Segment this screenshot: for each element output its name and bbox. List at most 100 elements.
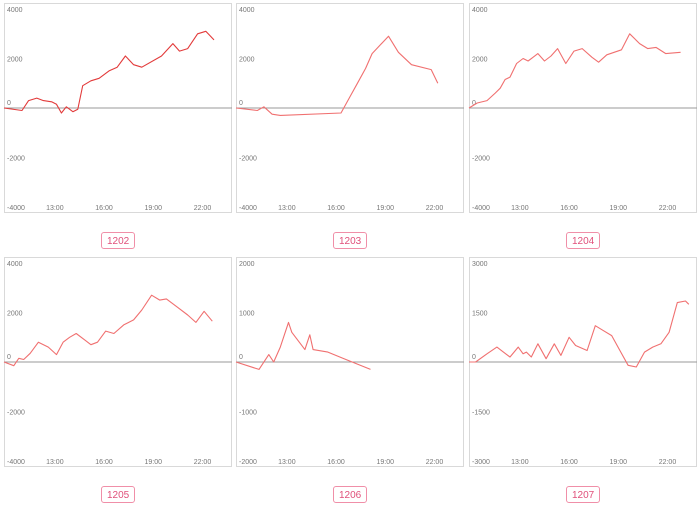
data-point: [398, 52, 399, 53]
x-tick-label: 16:00: [560, 459, 578, 466]
series-line-1206: [235, 321, 371, 370]
y-tick-label: 4000: [472, 7, 488, 14]
series-label-button[interactable]: 1206: [333, 486, 368, 503]
data-point: [477, 102, 478, 103]
series-line-1203: [235, 35, 439, 116]
y-tick-label: -1000: [239, 410, 257, 417]
data-point: [575, 345, 576, 346]
data-point: [660, 343, 661, 344]
x-tick-label: 22:00: [659, 459, 677, 466]
data-point: [123, 324, 124, 325]
y-tick-label: 0: [239, 354, 243, 361]
x-tick-label: 19:00: [377, 205, 395, 212]
y-tick-label: 4000: [239, 7, 255, 14]
data-point: [187, 314, 188, 315]
data-point: [166, 298, 167, 299]
x-tick-label: 19:00: [610, 205, 628, 212]
y-tick-label: 2000: [7, 57, 23, 64]
x-tick-label: 16:00: [95, 205, 113, 212]
data-point: [268, 354, 269, 355]
data-point: [23, 359, 24, 360]
series-label-button[interactable]: 1203: [333, 232, 368, 249]
data-point: [99, 78, 100, 79]
x-tick-label: 22:00: [426, 205, 444, 212]
data-point: [475, 361, 476, 362]
chart-panel-1203: 4000 2000 0 -2000 -4000 13:00 16:00 19:00 22:00: [235, 3, 464, 213]
chart-panel-1205: 4000 2000 0 -2000 -4000 13:00 16:00 19:00 22:00: [3, 257, 232, 467]
data-point: [565, 63, 566, 64]
data-point: [133, 319, 134, 320]
data-point: [90, 344, 91, 345]
data-point: [177, 307, 178, 308]
data-point: [557, 48, 558, 49]
data-point: [159, 300, 160, 301]
series-label-button[interactable]: 1202: [101, 232, 136, 249]
data-point: [495, 93, 496, 94]
data-point: [327, 352, 328, 353]
data-point: [349, 98, 350, 99]
data-point: [304, 349, 305, 350]
x-tick-label: 16:00: [327, 459, 345, 466]
data-point: [531, 356, 532, 357]
y-tick-label: 2000: [7, 311, 23, 318]
y-tick-label: -3000: [472, 459, 490, 466]
data-point: [51, 101, 52, 102]
series-label-button[interactable]: 1207: [566, 486, 601, 503]
data-point: [38, 342, 39, 343]
data-point: [621, 49, 622, 50]
data-point: [685, 300, 686, 301]
y-tick-label: -4000: [472, 205, 490, 212]
y-tick-label: 0: [239, 100, 243, 107]
data-point: [263, 106, 264, 107]
data-point: [212, 321, 213, 322]
series-label-button[interactable]: 1205: [101, 486, 136, 503]
chart-svg-1203: 4000 2000 0 -2000 -4000 13:00 16:00 19:00 22:00: [235, 3, 464, 213]
data-point: [639, 43, 640, 44]
x-tick-label: 13:00: [46, 459, 64, 466]
y-tick-label: 4000: [7, 7, 23, 14]
y-tick-label: -2000: [7, 410, 25, 417]
data-point: [496, 347, 497, 348]
x-tick-label: 16:00: [95, 459, 113, 466]
data-point: [437, 83, 438, 84]
data-point: [197, 33, 198, 34]
data-point: [56, 104, 57, 105]
chart-panel-1206: 2000 1000 0 -1000 -2000 13:00 16:00 19:00 22:00: [235, 257, 464, 467]
data-point: [280, 347, 281, 348]
data-point: [677, 302, 678, 303]
data-point: [509, 356, 510, 357]
y-tick-label: 2000: [239, 57, 255, 64]
data-point: [603, 330, 604, 331]
data-point: [257, 110, 258, 111]
data-point: [69, 337, 70, 338]
data-point: [544, 60, 545, 61]
data-point: [611, 335, 612, 336]
data-point: [606, 54, 607, 55]
data-point: [204, 311, 205, 312]
data-point: [66, 106, 67, 107]
data-point: [647, 48, 648, 49]
x-tick-label: 19:00: [377, 459, 395, 466]
data-point: [84, 339, 85, 340]
data-point: [669, 332, 670, 333]
data-point: [288, 322, 289, 323]
data-point: [345, 359, 346, 360]
x-tick-label: 22:00: [659, 205, 677, 212]
series-label-button[interactable]: 1204: [566, 232, 601, 249]
data-point: [431, 69, 432, 70]
data-point: [172, 43, 173, 44]
chart-panel-1204: 4000 2000 0 -2000 -4000 13:00 16:00 19:00 22:00: [468, 3, 697, 213]
data-point: [655, 47, 656, 48]
y-tick-label: 1000: [239, 311, 255, 318]
data-point: [258, 369, 259, 370]
data-point: [468, 361, 469, 362]
data-point: [195, 322, 196, 323]
data-point: [636, 366, 637, 367]
data-point: [545, 358, 546, 359]
data-point: [271, 114, 272, 115]
chart-svg-1202: 4000 2000 0 -2000 -4000 13:00 16:00 19:00 22:00: [3, 3, 232, 213]
data-point: [187, 48, 188, 49]
data-point: [3, 107, 4, 108]
y-tick-label: 1500: [472, 311, 488, 318]
data-point: [357, 83, 358, 84]
